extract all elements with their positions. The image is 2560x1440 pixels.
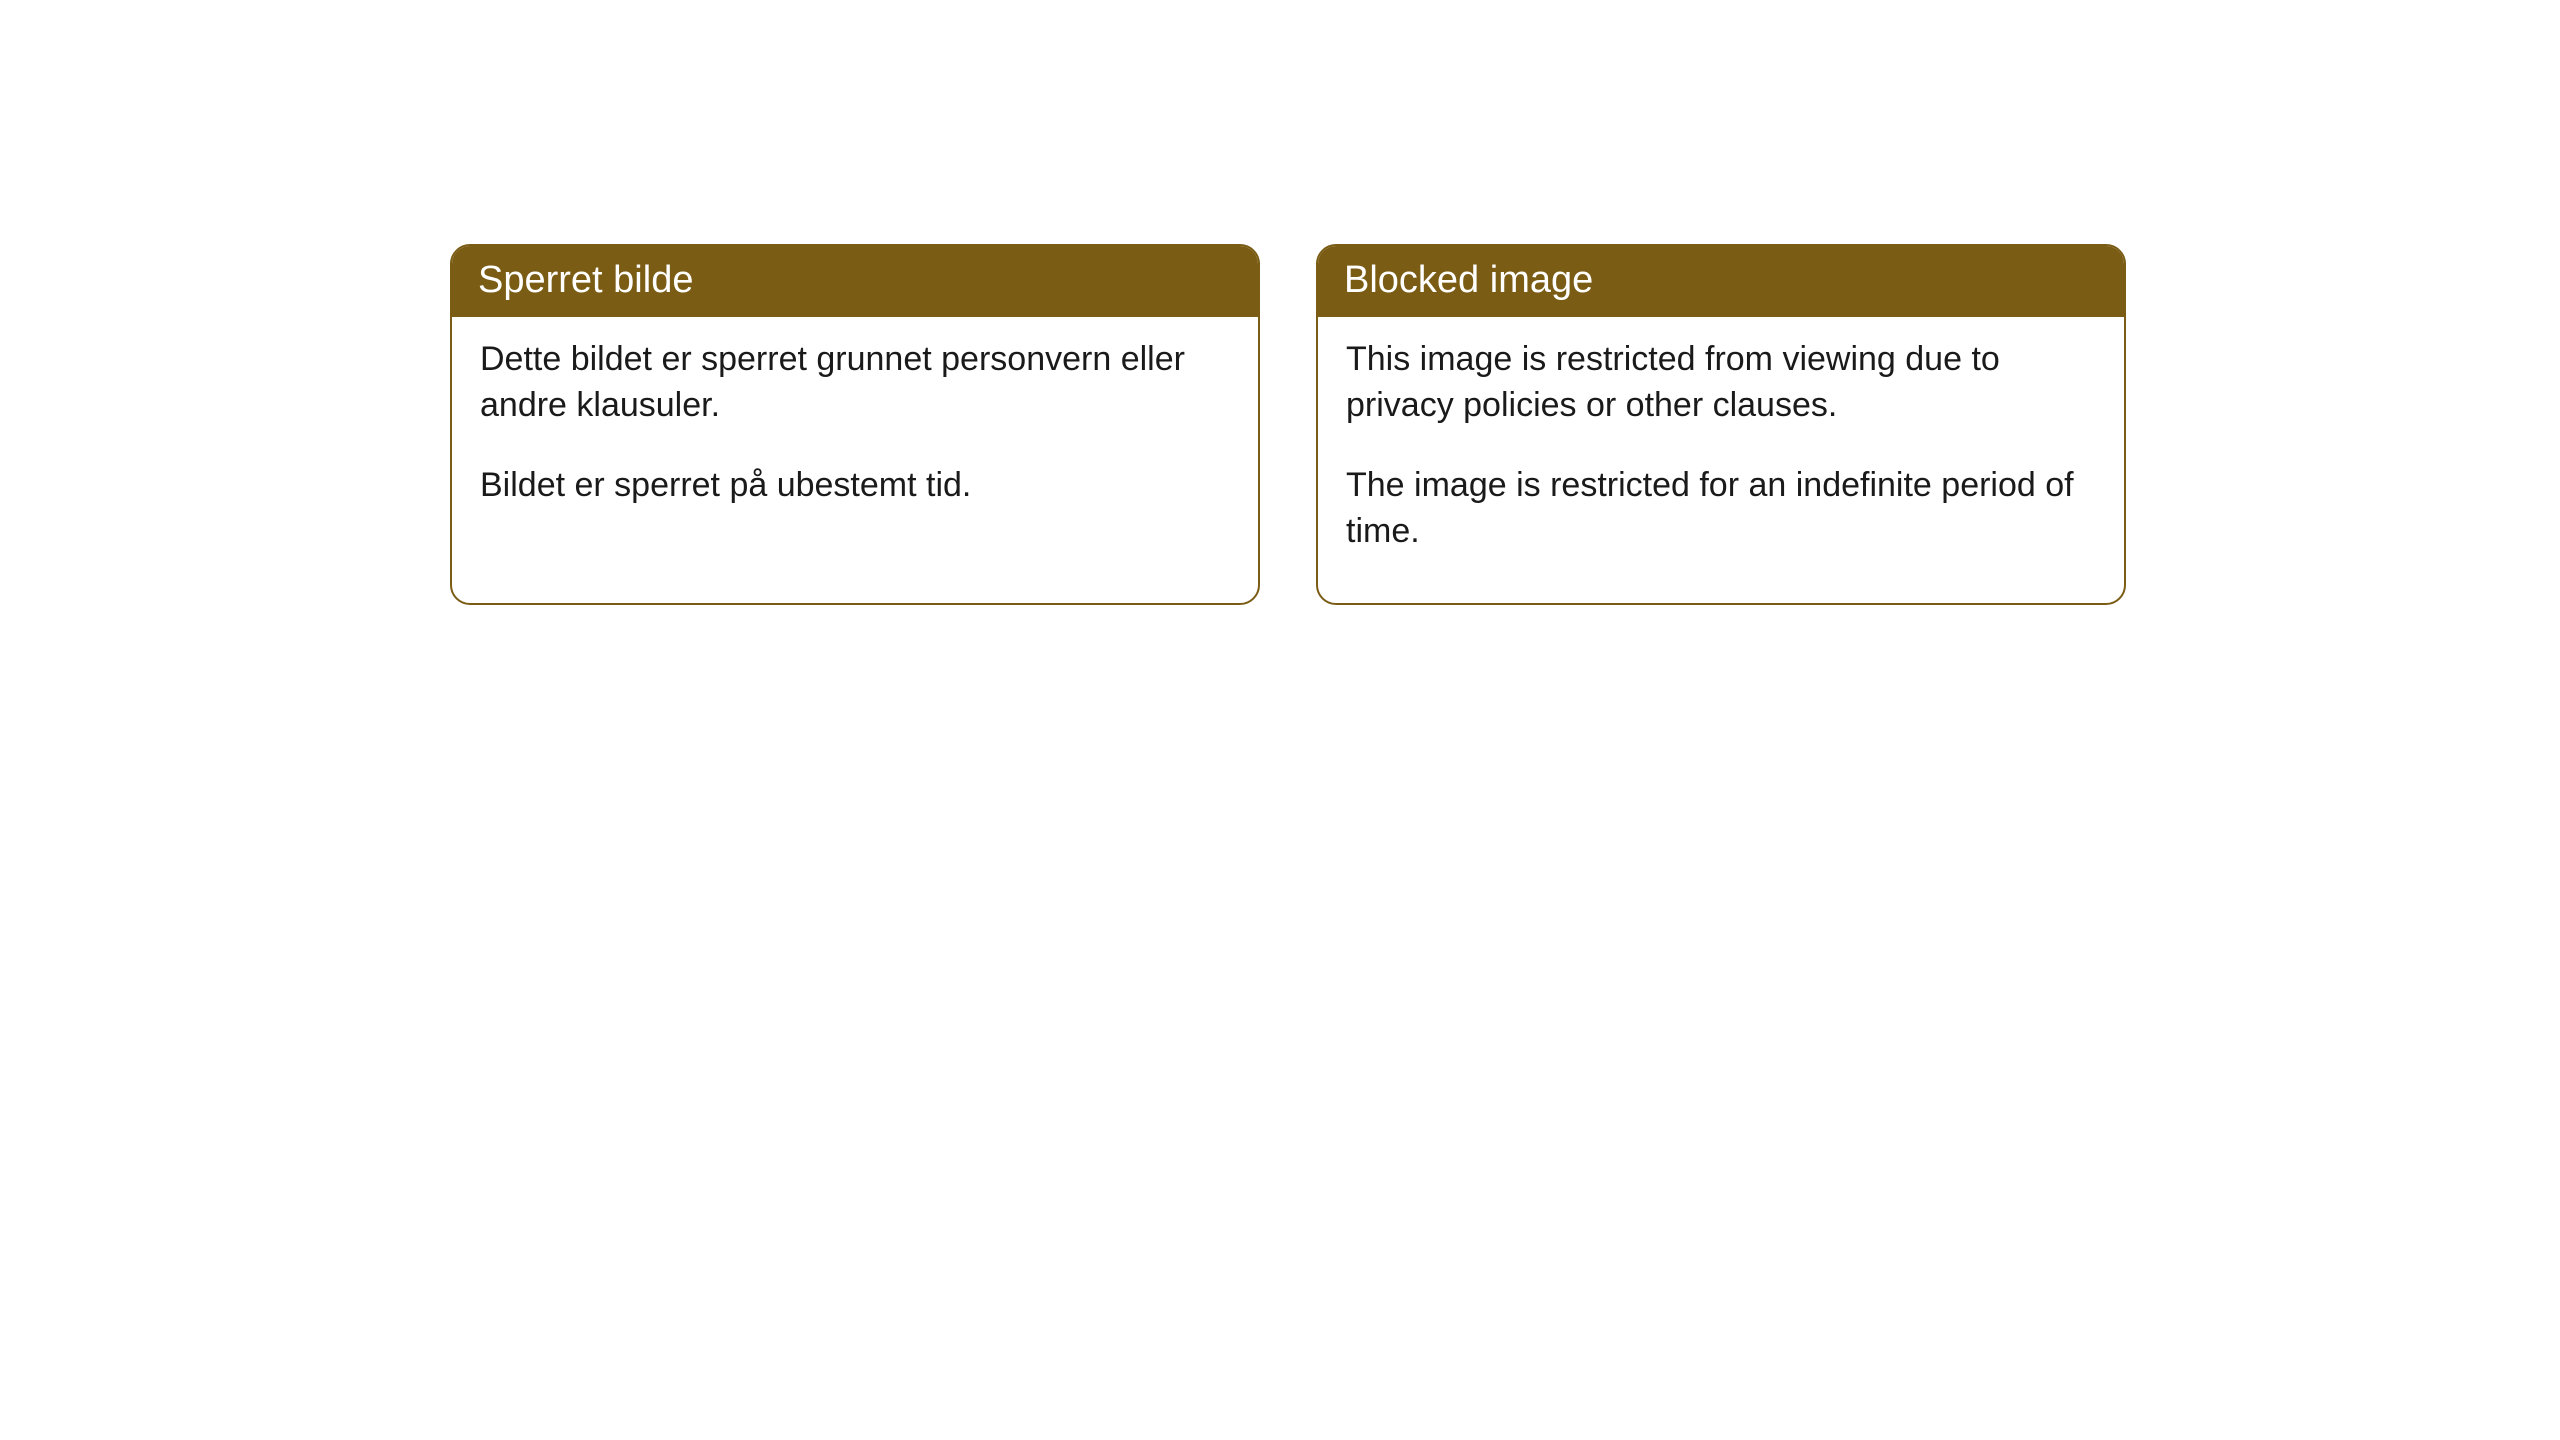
card-header-english: Blocked image: [1318, 246, 2124, 317]
notice-card-english: Blocked image This image is restricted f…: [1316, 244, 2126, 605]
card-text-english-2: The image is restricted for an indefinit…: [1346, 463, 2096, 555]
card-text-norwegian-1: Dette bildet er sperret grunnet personve…: [480, 337, 1230, 429]
card-text-english-1: This image is restricted from viewing du…: [1346, 337, 2096, 429]
notice-container: Sperret bilde Dette bildet er sperret gr…: [0, 0, 2560, 605]
card-body-english: This image is restricted from viewing du…: [1318, 317, 2124, 603]
notice-card-norwegian: Sperret bilde Dette bildet er sperret gr…: [450, 244, 1260, 605]
card-body-norwegian: Dette bildet er sperret grunnet personve…: [452, 317, 1258, 557]
card-header-norwegian: Sperret bilde: [452, 246, 1258, 317]
card-text-norwegian-2: Bildet er sperret på ubestemt tid.: [480, 463, 1230, 509]
